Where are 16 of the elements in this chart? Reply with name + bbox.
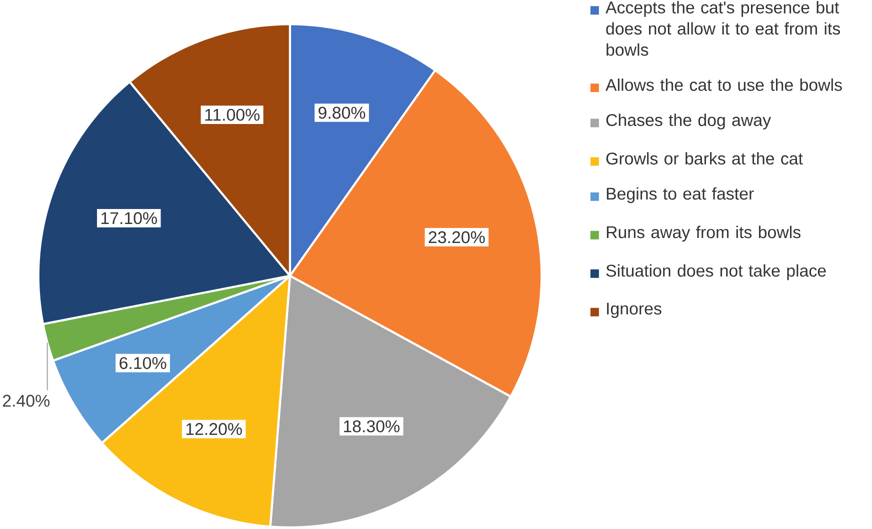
- legend-label: Runs away from its bowls: [606, 226, 800, 242]
- legend-label: Allows the cat to use the bowls: [606, 78, 842, 92]
- legend-label: Accepts the cat's presence but does not allow it to eat from its bowls: [606, 1, 840, 56]
- data-label: 11.00%: [205, 109, 260, 122]
- data-label: 2.40%: [2, 395, 50, 408]
- data-label: 6.10%: [120, 357, 166, 370]
- data-label: 18.30%: [344, 420, 400, 433]
- data-label: 17.10%: [101, 212, 157, 224]
- legend-label: Ignores: [607, 303, 662, 318]
- legend-label: Growls or barks at the cat: [606, 152, 803, 165]
- legend-label: Chases the dog away: [606, 114, 772, 130]
- legend-label: Begins to eat faster: [606, 188, 754, 204]
- data-label: 9.80%: [318, 107, 366, 119]
- data-label: 23.20%: [428, 231, 485, 244]
- data-label: 12.20%: [186, 423, 242, 436]
- legend-label: Situation does not take place: [606, 264, 826, 280]
